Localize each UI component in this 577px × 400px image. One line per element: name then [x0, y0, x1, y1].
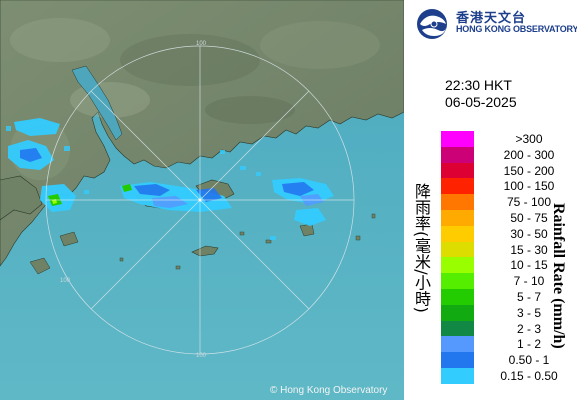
observation-date: 06-05-2025: [445, 94, 517, 110]
legend-label: 5 - 7: [516, 289, 541, 304]
legend-swatch: [441, 131, 474, 147]
legend-swatch: [441, 209, 474, 226]
island-peninsula-west: [0, 175, 43, 221]
legend-panel: 香港天文台 HONG KONG OBSERVATORY 22:30 HKT 06…: [404, 0, 577, 400]
legend-title-chinese: 降雨率(毫米/小時): [412, 183, 431, 313]
legend-swatch: [441, 257, 474, 274]
legend-label: 200 - 300: [503, 147, 555, 162]
legend-label: 3 - 5: [516, 305, 541, 320]
legend-label: 30 - 50: [510, 226, 548, 241]
legend-swatch: [441, 194, 474, 210]
island-west: [29, 257, 51, 275]
observatory-logo-icon: [417, 9, 447, 39]
legend-swatch: [441, 178, 474, 195]
legend-title-english: Rainfall Rate (mm/h): [550, 203, 567, 349]
legend-swatch: [441, 367, 474, 384]
legend-label: 0.15 - 0.50: [500, 368, 558, 383]
logo-name-chinese: 香港天文台: [456, 11, 527, 26]
range-ring-label-south: 100: [196, 353, 207, 359]
legend-label: 100 - 150: [503, 179, 555, 194]
copyright-notice: © Hong Kong Observatory: [270, 385, 388, 396]
legend-swatch: [441, 162, 474, 179]
observation-time: 22:30 HKT: [445, 77, 512, 93]
legend-label: 15 - 30: [510, 242, 548, 257]
legend-swatch: [441, 241, 474, 258]
river-channel: [71, 65, 123, 141]
legend-swatch: [441, 288, 474, 305]
legend-label: 0.50 - 1: [508, 353, 550, 368]
legend-swatch: [441, 352, 474, 368]
legend-swatch: [441, 225, 474, 242]
legend-label: 1 - 2: [516, 337, 541, 352]
island-west-2: [59, 231, 79, 247]
radar-site-marker: [198, 198, 202, 202]
legend-swatch: [441, 336, 474, 353]
legend-label: 2 - 3: [516, 321, 541, 336]
legend-swatch: [441, 304, 474, 321]
legend-label: >300: [515, 132, 543, 146]
range-ring-label-north: 100: [196, 41, 207, 47]
range-ring-label-southwest: 100: [60, 278, 71, 284]
island-south: [191, 245, 219, 257]
islets: [119, 213, 376, 270]
rain-echoes: [6, 118, 334, 240]
legend-swatch: [441, 146, 474, 163]
legend-label: 50 - 75: [510, 210, 548, 225]
radar-map: 100 100 100 © Hong Kong Observatory: [0, 0, 404, 400]
radar-map-svg: 100 100 100: [0, 0, 404, 400]
legend-label: 7 - 10: [513, 274, 545, 289]
legend-swatch: [441, 320, 474, 337]
logo-name-english: HONG KONG OBSERVATORY: [456, 24, 577, 34]
legend-label: 75 - 100: [506, 195, 552, 210]
legend-label: 10 - 15: [510, 258, 548, 273]
legend-swatch: [441, 273, 474, 289]
legend-label: 150 - 200: [503, 163, 555, 178]
